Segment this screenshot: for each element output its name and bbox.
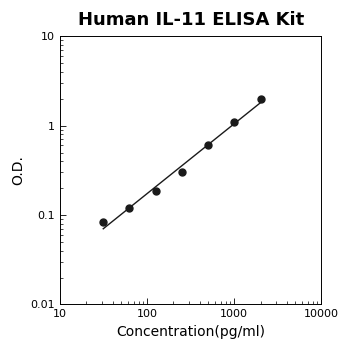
X-axis label: Concentration(pg/ml): Concentration(pg/ml)	[116, 325, 265, 339]
Title: Human IL-11 ELISA Kit: Human IL-11 ELISA Kit	[78, 11, 304, 29]
Y-axis label: O.D.: O.D.	[11, 155, 25, 185]
